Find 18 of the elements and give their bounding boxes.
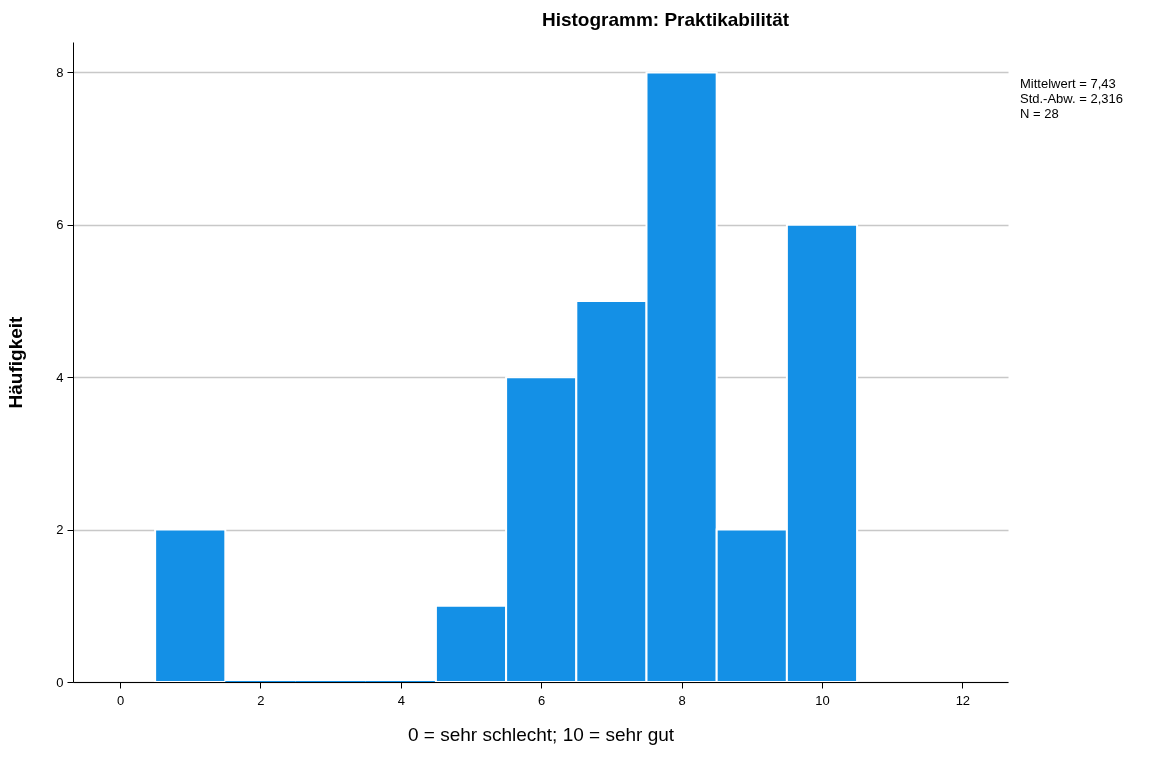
x-axis-title: 0 = sehr schlecht; 10 = sehr gut (407, 723, 675, 745)
text: Mittelwert = 7,43 (1020, 76, 1116, 91)
text: N = 28 (1020, 106, 1059, 121)
y-tick-label: 6 (56, 217, 64, 233)
chart-title: Histogramm: Praktikabilität (541, 9, 790, 30)
y-tick-label: 2 (56, 522, 64, 538)
x-tick-label: 2 (257, 692, 265, 708)
y-axis-title: Häufigkeit (5, 315, 27, 409)
x-tick-label: 8 (678, 692, 686, 708)
y-tick-label: 0 (56, 674, 64, 690)
x-tick-label: 4 (397, 692, 405, 708)
text: Std.-Abw. = 2,316 (1020, 91, 1123, 106)
x-tick-label: 12 (955, 692, 971, 708)
x-tick-label: 0 (116, 692, 125, 708)
x-tick-label: 6 (538, 692, 546, 708)
y-tick-label: 4 (56, 369, 64, 385)
y-tick-label: 8 (56, 64, 64, 80)
x-tick-label: 10 (815, 692, 830, 708)
